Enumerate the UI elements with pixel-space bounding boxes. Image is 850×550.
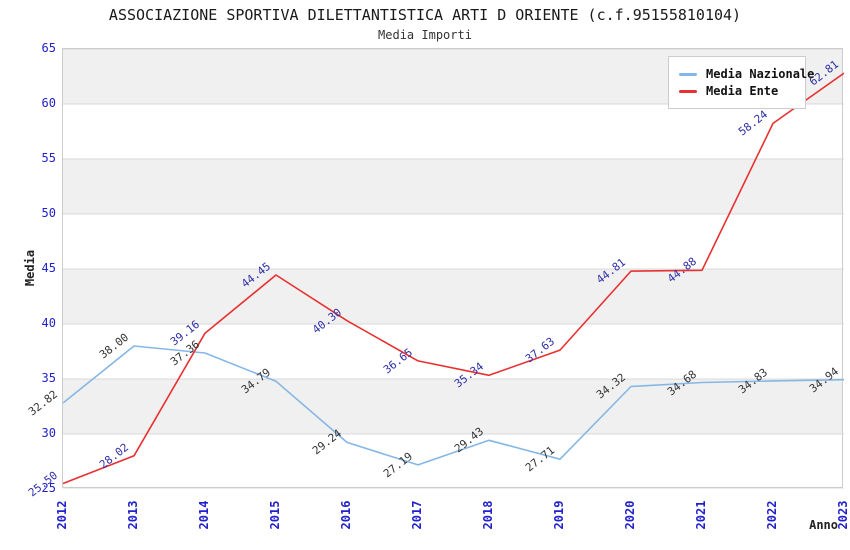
chart-subtitle: Media Importi bbox=[378, 28, 472, 42]
legend-item-nazionale: Media Nazionale bbox=[679, 67, 814, 81]
x-axis-title: Anno bbox=[809, 518, 838, 532]
x-tick-label: 2016 bbox=[339, 500, 353, 530]
plot-area bbox=[62, 48, 844, 489]
legend-label-nazionale: Media Nazionale bbox=[706, 67, 815, 81]
x-tick-label: 2013 bbox=[126, 500, 140, 530]
series-lines-svg bbox=[63, 49, 844, 489]
legend-item-ente: Media Ente bbox=[679, 84, 795, 98]
legend-label-ente: Media Ente bbox=[706, 84, 779, 98]
x-tick-label: 2018 bbox=[481, 500, 495, 530]
data-label-nazionale: 32.82 bbox=[25, 387, 60, 419]
legend-swatch-nazionale-icon bbox=[679, 72, 697, 76]
x-tick-label: 2020 bbox=[623, 500, 637, 530]
y-tick-label: 30 bbox=[41, 426, 56, 440]
x-tick-label: 2019 bbox=[552, 500, 566, 530]
series-line-nazionale bbox=[63, 345, 844, 466]
legend: Media Nazionale Media Ente bbox=[668, 56, 814, 109]
series-line-ente bbox=[63, 72, 844, 485]
data-label-ente: 25.50 bbox=[25, 468, 60, 499]
y-tick-label: 60 bbox=[41, 96, 56, 110]
x-tick-label: 2021 bbox=[694, 500, 708, 530]
x-tick-label: 2015 bbox=[268, 500, 282, 530]
x-tick-label: 2014 bbox=[197, 500, 211, 530]
y-tick-label: 50 bbox=[41, 206, 56, 220]
y-tick-label: 55 bbox=[41, 151, 56, 165]
chart-title: ASSOCIAZIONE SPORTIVA DILETTANTISTICA AR… bbox=[108, 6, 742, 24]
x-tick-label: 2017 bbox=[410, 500, 424, 530]
x-tick-label: 2023 bbox=[836, 500, 850, 530]
y-tick-label: 35 bbox=[41, 371, 56, 385]
legend-swatch-ente-icon bbox=[679, 89, 697, 93]
x-tick-label: 2012 bbox=[55, 500, 69, 530]
y-tick-label: 40 bbox=[41, 316, 56, 330]
x-tick-label: 2022 bbox=[765, 500, 779, 530]
y-axis-title: Media bbox=[23, 249, 37, 287]
y-tick-label: 25 bbox=[41, 481, 56, 495]
y-tick-label: 65 bbox=[41, 41, 56, 55]
